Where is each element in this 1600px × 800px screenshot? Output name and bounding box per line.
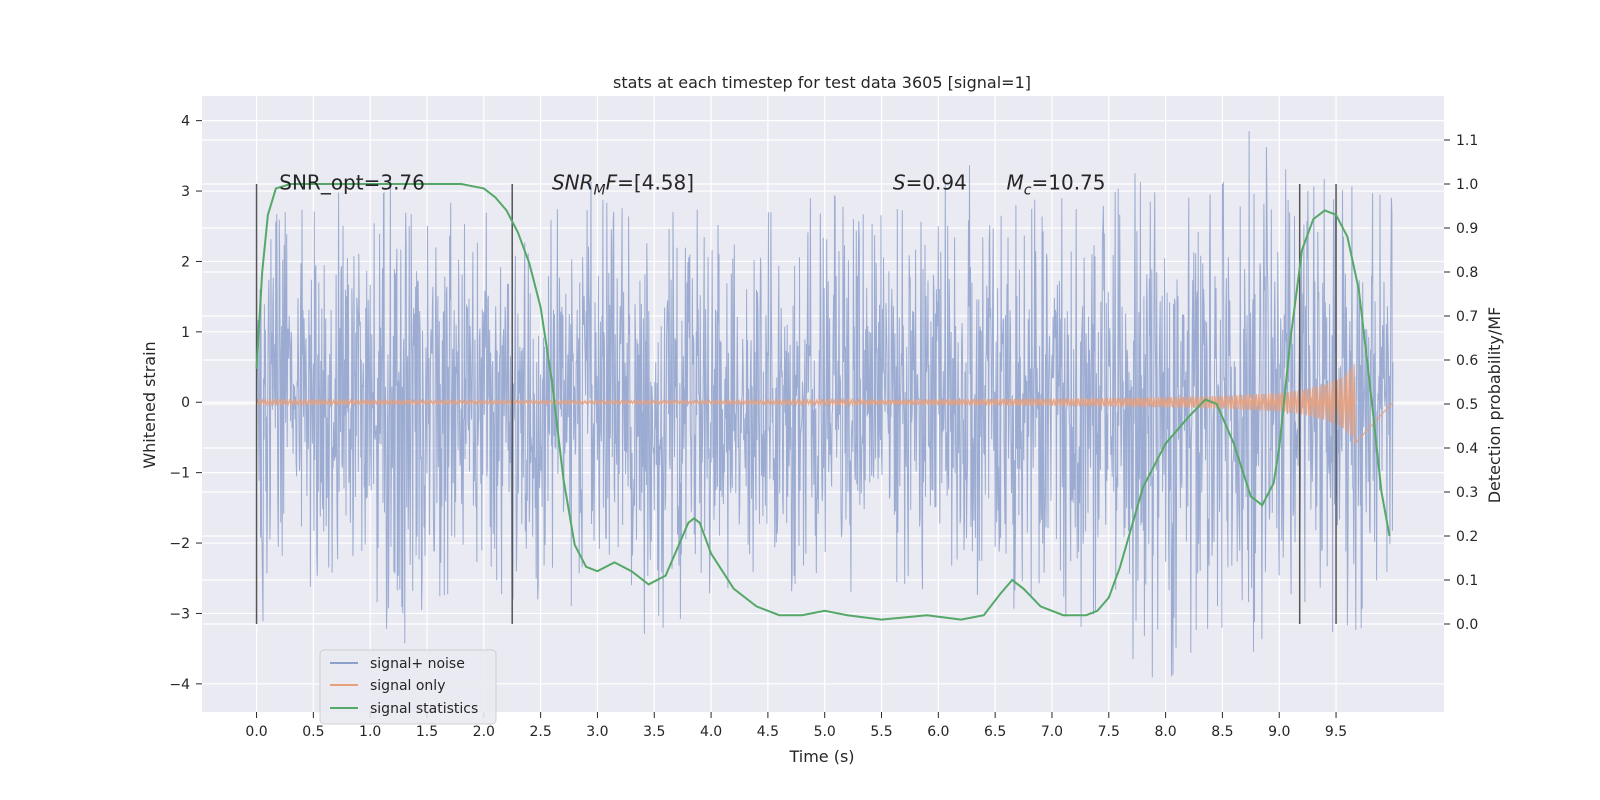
annotation-3: Mc=10.75 <box>1007 171 1106 199</box>
x-tick-label: 0.5 <box>302 724 324 740</box>
right-tick-label: 1.1 <box>1456 133 1478 149</box>
right-tick-label: 0.7 <box>1456 309 1478 325</box>
chart-title: stats at each timestep for test data 360… <box>613 73 1031 92</box>
y-tick-label: −4 <box>169 677 190 693</box>
x-tick-label: 1.0 <box>359 724 381 740</box>
legend-label-signal-noise: signal+ noise <box>370 656 465 672</box>
x-tick-label: 9.0 <box>1268 724 1290 740</box>
x-tick-label: 4.0 <box>700 724 722 740</box>
right-tick-label: 0.2 <box>1456 529 1478 545</box>
right-axis-ticks: 0.0 0.1 0.2 0.3 0.4 0.5 0.6 0.7 0.8 0.9 1.0 1.1 <box>1444 133 1478 633</box>
right-tick-label: 0.6 <box>1456 353 1478 369</box>
x-axis-ticks: 0.0 0.5 1.0 1.5 2.0 2.5 3.0 3.5 4.0 4.5 5.0 5.5 6.0 6… <box>245 712 1347 740</box>
x-tick-label: 7.5 <box>1098 724 1120 740</box>
annotation-1: SNRMF=[4.58] <box>552 171 694 199</box>
y-tick-label: 0 <box>181 395 190 411</box>
legend-label-signal-statistics: signal statistics <box>370 701 478 717</box>
legend-label-signal-only: signal only <box>370 678 445 694</box>
right-tick-label: 0.3 <box>1456 485 1478 501</box>
right-tick-label: 1.0 <box>1456 177 1478 193</box>
y-tick-label: 4 <box>181 114 190 130</box>
x-tick-label: 5.0 <box>814 724 836 740</box>
y-axis-label: Whitened strain <box>140 341 159 468</box>
y-tick-label: 2 <box>181 254 190 270</box>
x-tick-label: 6.0 <box>927 724 949 740</box>
signal-only-trace <box>255 364 1394 445</box>
signal-noise-series <box>256 131 1394 678</box>
right-tick-label: 0.1 <box>1456 573 1478 589</box>
right-tick-label: 0.5 <box>1456 397 1478 413</box>
right-axis-label: Detection probability/MF <box>1485 307 1504 504</box>
right-tick-label: 0.9 <box>1456 221 1478 237</box>
annotation-2: S=0.94 <box>893 171 967 195</box>
signal-only-series <box>255 364 1394 445</box>
legend-box <box>319 649 497 725</box>
x-tick-label: 2.5 <box>529 724 551 740</box>
y-tick-label: 3 <box>181 184 190 200</box>
y-tick-label: −1 <box>169 466 190 482</box>
x-tick-label: 7.0 <box>1041 724 1063 740</box>
x-tick-label: 0.0 <box>245 724 267 740</box>
x-tick-label: 3.0 <box>586 724 608 740</box>
signal-statistics-line <box>255 183 1391 621</box>
vertical-markers <box>255 184 1337 624</box>
signal-noise-trace <box>256 131 1394 678</box>
y-axis-ticks: −4 −3 −2 −1 0 1 2 3 4 <box>169 114 202 693</box>
x-tick-label: 8.0 <box>1154 724 1176 740</box>
x-tick-label: 6.5 <box>984 724 1006 740</box>
x-tick-label: 9.5 <box>1325 724 1347 740</box>
x-tick-label: 4.5 <box>757 724 779 740</box>
signal-statistics-series <box>255 183 1391 621</box>
right-tick-label: 0.8 <box>1456 265 1478 281</box>
x-tick-label: 2.0 <box>473 724 495 740</box>
annotations: SNR_opt=3.76 SNRMF=[4.58] S=0.94 Mc=10.75 <box>279 171 1105 199</box>
y-tick-label: −3 <box>169 606 190 622</box>
y-tick-label: −2 <box>169 536 190 552</box>
x-tick-label: 5.5 <box>870 724 892 740</box>
right-tick-label: 0.0 <box>1456 617 1478 633</box>
y-tick-label: 1 <box>181 325 190 341</box>
x-tick-label: 8.5 <box>1211 724 1233 740</box>
legend: signal+ noise signal only signal statist… <box>319 649 497 725</box>
annotation-0: SNR_opt=3.76 <box>279 171 425 195</box>
x-tick-label: 3.5 <box>643 724 665 740</box>
right-tick-label: 0.4 <box>1456 441 1478 457</box>
x-tick-label: 1.5 <box>416 724 438 740</box>
x-axis-label: Time (s) <box>788 747 854 766</box>
